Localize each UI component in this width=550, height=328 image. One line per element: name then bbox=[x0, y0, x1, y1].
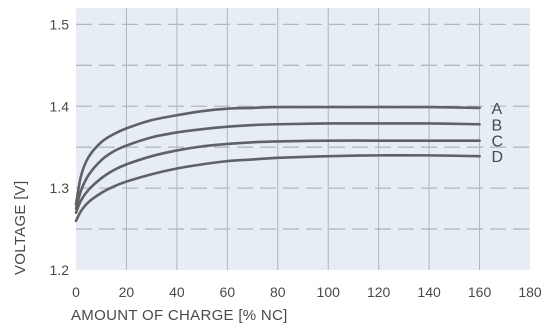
x-tick-label: 180 bbox=[518, 284, 542, 300]
x-tick-label: 60 bbox=[220, 284, 236, 300]
x-tick-label: 100 bbox=[317, 284, 341, 300]
x-tick-label: 140 bbox=[417, 284, 441, 300]
y-tick-label: 1.4 bbox=[50, 98, 70, 114]
series-line-b bbox=[74, 122, 481, 210]
series-label-c: C bbox=[492, 134, 504, 151]
series-line-d bbox=[74, 153, 481, 223]
x-tick-label: 0 bbox=[72, 284, 80, 300]
y-tick-label: 1.2 bbox=[50, 262, 70, 278]
y-axis-title: VOLTAGE [V] bbox=[12, 181, 29, 275]
series-label-d: D bbox=[492, 149, 504, 166]
series-label-a: A bbox=[492, 101, 503, 118]
x-tick-label: 160 bbox=[468, 284, 492, 300]
x-tick-label: 120 bbox=[367, 284, 391, 300]
series-line-c bbox=[74, 139, 481, 214]
y-tick-label: 1.3 bbox=[50, 180, 70, 196]
series-line-a bbox=[74, 105, 481, 206]
series-label-b: B bbox=[492, 117, 503, 134]
y-tick-labels: 1.2 1.3 1.4 1.5 bbox=[50, 16, 70, 278]
x-axis-title: AMOUNT OF CHARGE [% NC] bbox=[71, 307, 288, 324]
x-tick-label: 80 bbox=[270, 284, 286, 300]
x-tick-labels: 0 20 40 60 80 100 120 140 160 180 bbox=[72, 284, 542, 300]
plot-area bbox=[76, 8, 530, 270]
series-lines bbox=[74, 105, 481, 223]
x-tick-label: 40 bbox=[169, 284, 185, 300]
y-tick-label: 1.5 bbox=[50, 16, 70, 32]
x-tick-label: 20 bbox=[119, 284, 135, 300]
